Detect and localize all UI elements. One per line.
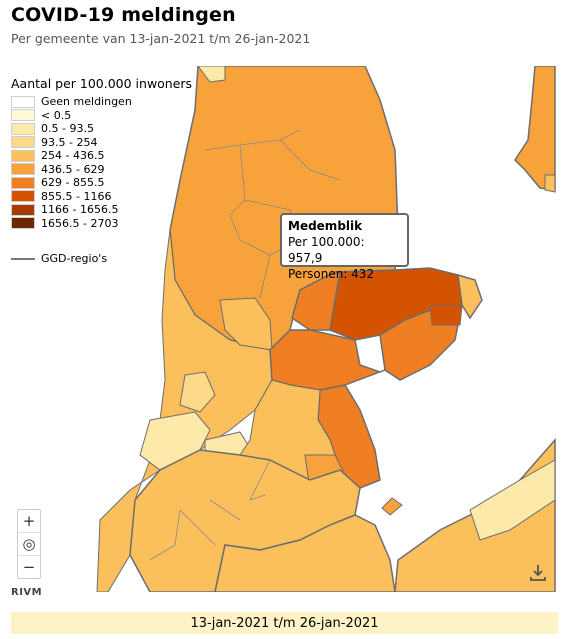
legend-swatch <box>11 136 35 149</box>
legend-swatch <box>11 217 35 230</box>
tooltip-persons: Personen: 432 <box>288 267 375 281</box>
zoom-out-button[interactable]: − <box>22 558 36 576</box>
page-subtitle: Per gemeente van 13-jan-2021 t/m 26-jan-… <box>11 31 311 46</box>
legend-item-label: 93.5 - 254 <box>41 135 98 149</box>
legend-swatch <box>11 149 35 162</box>
region-east-bottom-pale[interactable] <box>469 459 556 541</box>
legend-swatch <box>11 163 35 176</box>
region-hoorn-area[interactable] <box>269 329 386 391</box>
region-south-center[interactable] <box>214 514 396 592</box>
period-label: 13-jan-2021 t/m 26-jan-2021 <box>190 615 379 631</box>
legend-item-label: 1656.5 - 2703 <box>41 216 119 230</box>
legend-item: 254 - 436.5 <box>11 149 192 163</box>
map-legend: Aantal per 100.000 inwoners Geen melding… <box>11 76 192 265</box>
legend-swatch <box>11 203 35 216</box>
region-tooltip: Medemblik Per 100.000: 957,9 Personen: 4… <box>280 213 409 281</box>
region-small-dark[interactable] <box>429 304 463 326</box>
region-islet[interactable] <box>381 497 403 516</box>
attribution-label: RIVM <box>11 587 43 598</box>
legend-item: 1656.5 - 2703 <box>11 217 192 231</box>
page-title: COVID-19 meldingen <box>11 4 236 26</box>
region-enkhuizen-tip[interactable] <box>457 273 483 320</box>
region-pale-1[interactable] <box>179 371 216 413</box>
tooltip-region-name: Medemblik <box>288 219 363 233</box>
legend-item: < 0.5 <box>11 109 192 123</box>
legend-boundary-label: GGD-regio's <box>41 252 108 265</box>
region-top-left-land[interactable] <box>197 66 226 83</box>
legend-item-label: 855.5 - 1166 <box>41 189 112 203</box>
legend-item: 93.5 - 254 <box>11 136 192 150</box>
legend-boundary-entry: GGD-regio's <box>11 252 192 265</box>
boundary-line-swatch <box>11 257 35 260</box>
region-orange-west[interactable] <box>291 271 341 331</box>
region-east-top[interactable] <box>514 66 556 191</box>
legend-item-label: 436.5 - 629 <box>41 162 105 176</box>
legend-item: 436.5 - 629 <box>11 163 192 177</box>
legend-item-label: Geen meldingen <box>41 95 132 109</box>
locate-button[interactable]: ◎ <box>18 533 40 556</box>
legend-item-label: 254 - 436.5 <box>41 149 105 163</box>
legend-item-label: 0.5 - 93.5 <box>41 122 94 136</box>
region-south-west[interactable] <box>129 449 361 592</box>
legend-swatch <box>11 95 35 108</box>
legend-item-label: < 0.5 <box>41 108 72 122</box>
choropleth-map[interactable] <box>0 66 569 592</box>
map-zoom-controls: + ◎ − <box>17 509 41 579</box>
period-bar[interactable]: 13-jan-2021 t/m 26-jan-2021 <box>11 612 558 634</box>
legend-item: 629 - 855.5 <box>11 176 192 190</box>
legend-swatch <box>11 190 35 203</box>
legend-title: Aantal per 100.000 inwoners <box>11 76 193 91</box>
legend-item: 0.5 - 93.5 <box>11 122 192 136</box>
legend-item-label: 1166 - 1656.5 <box>41 203 119 217</box>
zoom-in-button[interactable]: + <box>18 510 40 533</box>
legend-item: 1166 - 1656.5 <box>11 203 192 217</box>
legend-swatch <box>11 109 35 122</box>
legend-item: Geen meldingen <box>11 95 192 109</box>
tooltip-per100k: Per 100.000: 957,9 <box>288 235 365 265</box>
legend-item: 855.5 - 1166 <box>11 190 192 204</box>
legend-swatch <box>11 176 35 189</box>
legend-swatch <box>11 122 35 135</box>
download-icon[interactable] <box>528 563 548 583</box>
legend-rows: Geen meldingen < 0.5 0.5 - 93.5 93.5 - 254 2… <box>11 95 192 230</box>
legend-item-label: 629 - 855.5 <box>41 176 105 190</box>
municipal-borders <box>149 129 341 561</box>
region-east-top-small[interactable] <box>544 174 556 193</box>
